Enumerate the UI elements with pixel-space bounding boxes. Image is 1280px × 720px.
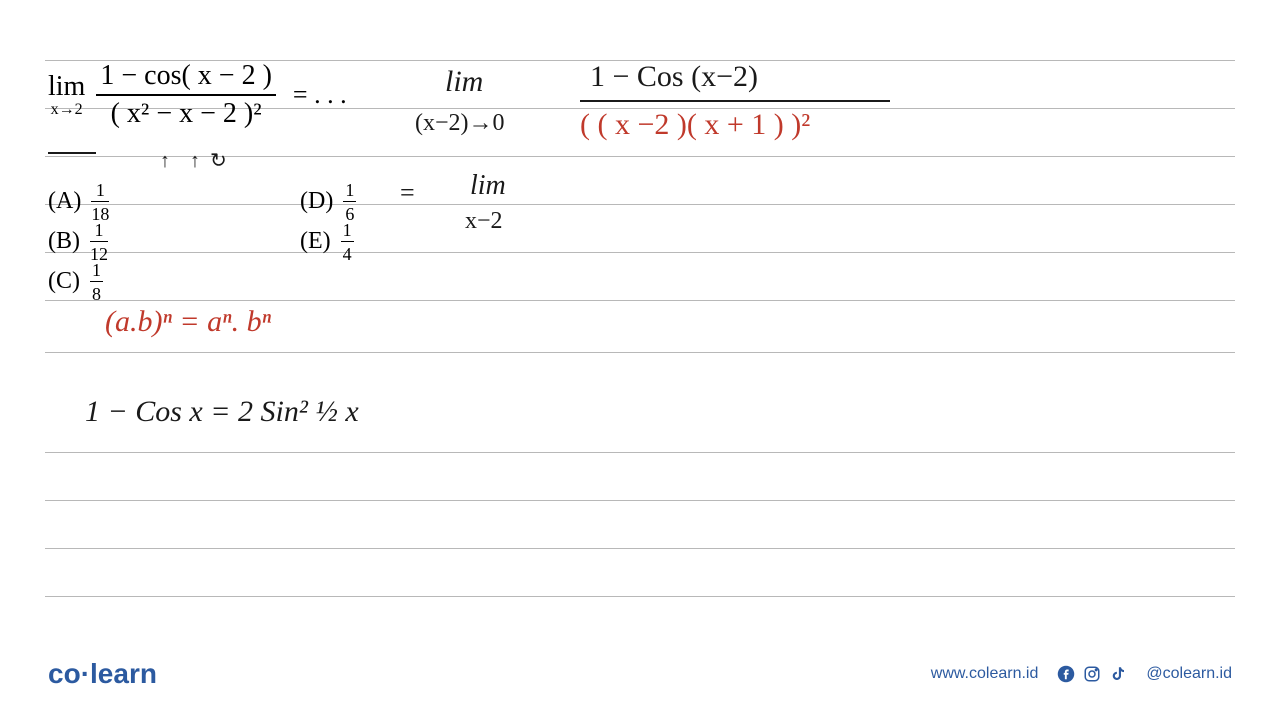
choice-d: (D) 16: [300, 180, 360, 225]
hand-exponent-rule: (a.b)ⁿ = aⁿ. bⁿ: [105, 305, 271, 339]
footer-right: www.colearn.id @colearn.id: [931, 664, 1232, 684]
problem-limit-expr: lim x→2 1 − cos( x − 2 ) ( x² − x − 2 )²…: [48, 60, 347, 130]
footer-url: www.colearn.id: [931, 665, 1039, 683]
social-icons: [1056, 664, 1128, 684]
hand-lim1: lim: [445, 65, 483, 99]
footer: co·learn www.colearn.id @colearn.id: [0, 656, 1280, 692]
hand-equals: =: [400, 178, 415, 208]
brand-logo: co·learn: [48, 658, 157, 690]
hand-lim2: lim: [470, 170, 506, 202]
choice-c: (C) 18: [48, 260, 107, 305]
limit-label: lim: [48, 71, 85, 102]
facebook-icon: [1056, 664, 1076, 684]
hand-work-denominator: ( ( x −2 )( x + 1 ) )²: [580, 108, 810, 142]
footer-handle: @colearn.id: [1146, 665, 1232, 683]
hand-lim2-sub: x−2: [465, 208, 503, 235]
instagram-icon: [1082, 664, 1102, 684]
equals-dots: = . . .: [293, 80, 347, 109]
hand-fraction-bar: [580, 100, 890, 102]
arrow-hint-1: ↑: [160, 150, 170, 173]
arrow-hint-3: ↻: [210, 148, 227, 173]
choice-e: (E) 14: [300, 220, 358, 265]
choice-a: (A) 118: [48, 180, 113, 225]
content-area: lim x→2 1 − cos( x − 2 ) ( x² − x − 2 )²…: [0, 0, 1280, 720]
tiktok-icon: [1108, 664, 1128, 684]
hand-work-numerator: 1 − Cos (x−2): [590, 60, 758, 94]
choice-b: (B) 112: [48, 220, 112, 265]
hand-trig-identity: 1 − Cos x = 2 Sin² ½ x: [85, 395, 359, 429]
arrow-hint-2: ↑: [190, 150, 200, 173]
underline-limit-sub: [48, 152, 96, 154]
problem-denominator: ( x² − x − 2 )²: [96, 96, 276, 130]
limit-subscript: x→2: [48, 101, 85, 119]
problem-numerator: 1 − cos( x − 2 ): [96, 60, 276, 96]
hand-lim1-sub: (x−2)→0: [415, 110, 505, 137]
